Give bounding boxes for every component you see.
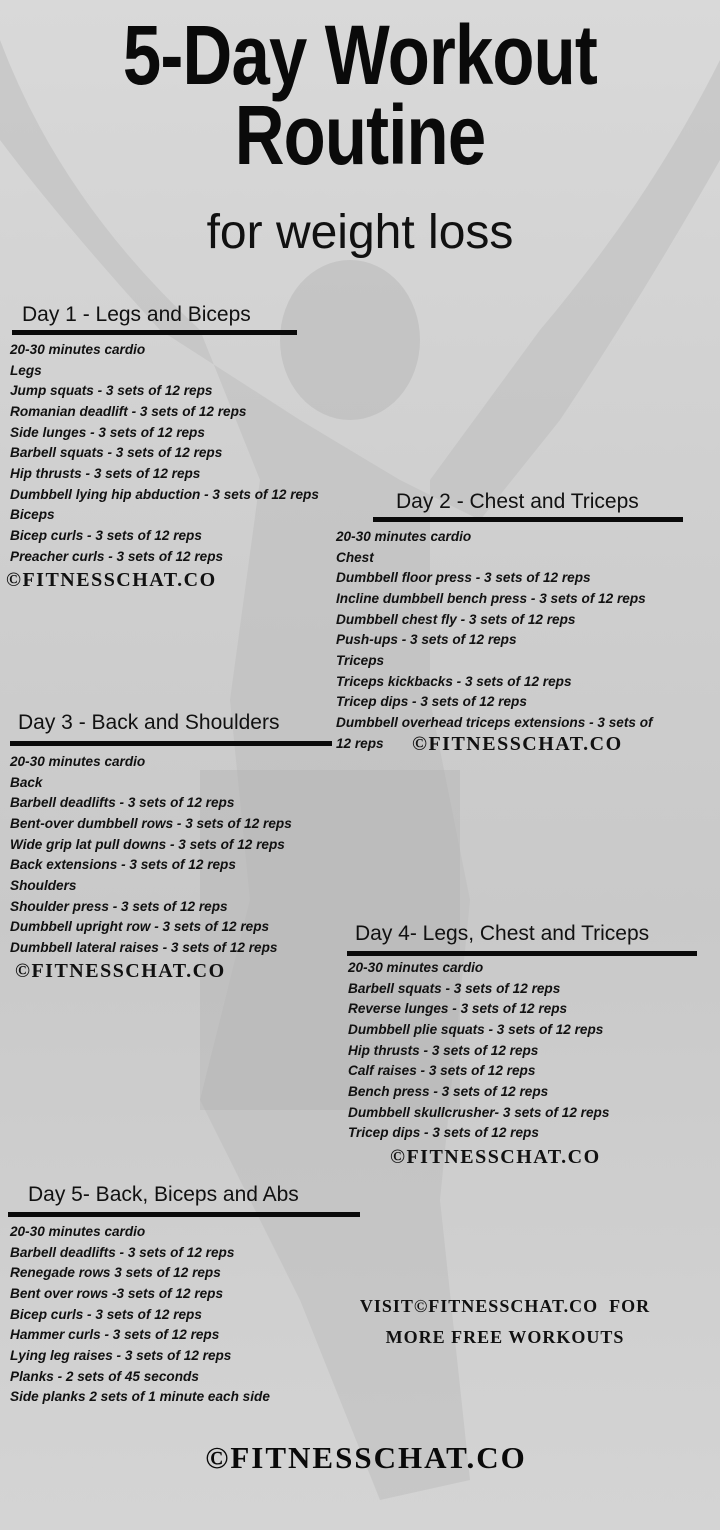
list-item: Biceps bbox=[10, 507, 55, 523]
visit-callout: VISIT©FITNESSCHAT.CO FOR MORE FREE WORKO… bbox=[310, 1291, 700, 1353]
list-item: Renegade rows 3 sets of 12 reps bbox=[10, 1265, 221, 1281]
list-item: Dumbbell upright row - 3 sets of 12 reps bbox=[10, 919, 270, 935]
title-line-2: Routine bbox=[234, 88, 486, 182]
day-4-heading: Day 4- Legs, Chest and Triceps bbox=[355, 922, 650, 945]
list-item: Bench press - 3 sets of 12 reps bbox=[348, 1083, 549, 1099]
list-item: 12 reps bbox=[336, 735, 384, 751]
list-item: Dumbbell plie squats - 3 sets of 12 reps bbox=[348, 1021, 604, 1037]
list-item: Back bbox=[10, 774, 43, 790]
list-item: Hip thrusts - 3 sets of 12 reps bbox=[348, 1042, 539, 1058]
list-item: Side planks 2 sets of 1 minute each side bbox=[10, 1389, 270, 1405]
footer-watermark: ©FITNESSCHAT.CO bbox=[205, 1440, 527, 1475]
list-item: Dumbbell chest fly - 3 sets of 12 reps bbox=[336, 611, 576, 627]
list-item: Bicep curls - 3 sets of 12 reps bbox=[10, 1306, 202, 1322]
list-item: Calf raises - 3 sets of 12 reps bbox=[348, 1063, 536, 1079]
list-item: Bent-over dumbbell rows - 3 sets of 12 r… bbox=[10, 815, 292, 831]
list-item: Legs bbox=[10, 362, 42, 378]
list-item: Barbell squats - 3 sets of 12 reps bbox=[348, 980, 561, 996]
list-item: Shoulders bbox=[10, 877, 77, 893]
list-item: Planks - 2 sets of 45 seconds bbox=[10, 1368, 199, 1384]
list-item: Jump squats - 3 sets of 12 reps bbox=[10, 383, 213, 399]
visit-line-1: VISIT©FITNESSCHAT.CO FOR bbox=[359, 1296, 651, 1316]
list-item: Tricep dips - 3 sets of 12 reps bbox=[348, 1125, 539, 1141]
list-item: Dumbbell overhead triceps extensions - 3… bbox=[336, 714, 653, 730]
list-item: Incline dumbbell bench press - 3 sets of… bbox=[336, 590, 646, 606]
day-4-list: 20-30 minutes cardio Barbell squats - 3 s… bbox=[348, 958, 609, 1144]
list-item: Dumbbell lateral raises - 3 sets of 12 r… bbox=[10, 939, 278, 955]
day-2-heading: Day 2 - Chest and Triceps bbox=[396, 490, 639, 513]
title-line-1: 5-Day Workout bbox=[122, 8, 598, 102]
heading-underline bbox=[10, 741, 332, 746]
watermark: ©FITNESSCHAT.CO bbox=[6, 569, 217, 591]
list-item: Barbell squats - 3 sets of 12 reps bbox=[10, 445, 223, 461]
list-item: 20-30 minutes cardio bbox=[348, 960, 484, 975]
watermark: ©FITNESSCHAT.CO bbox=[412, 733, 623, 755]
heading-underline bbox=[8, 1212, 360, 1217]
day-5-list: 20-30 minutes cardio Barbell deadlifts - … bbox=[10, 1222, 270, 1408]
list-item: Hip thrusts - 3 sets of 12 reps bbox=[10, 465, 201, 481]
list-item: Bicep curls - 3 sets of 12 reps bbox=[10, 527, 202, 543]
list-item: Hammer curls - 3 sets of 12 reps bbox=[10, 1327, 220, 1343]
heading-underline bbox=[347, 951, 697, 956]
day-5-heading: Day 5- Back, Biceps and Abs bbox=[28, 1183, 299, 1206]
list-item: Side lunges - 3 sets of 12 reps bbox=[10, 424, 205, 440]
list-item: Triceps bbox=[336, 652, 385, 668]
list-item: Dumbbell skullcrusher- 3 sets of 12 reps bbox=[348, 1104, 610, 1120]
day-1-list: 20-30 minutes cardio Legs Jump squats - 3 … bbox=[10, 340, 319, 567]
day-3-heading: Day 3 - Back and Shoulders bbox=[18, 711, 280, 734]
list-item: 20-30 minutes cardio bbox=[10, 342, 146, 357]
list-item: 20-30 minutes cardio bbox=[10, 1224, 146, 1239]
list-item: Barbell deadlifts - 3 sets of 12 reps bbox=[10, 1244, 235, 1260]
list-item: Chest bbox=[336, 549, 374, 565]
list-item: Back extensions - 3 sets of 12 reps bbox=[10, 857, 236, 873]
list-item: Preacher curls - 3 sets of 12 reps bbox=[10, 548, 224, 564]
watermark: ©FITNESSCHAT.CO bbox=[390, 1146, 601, 1168]
day-3-list: 20-30 minutes cardio Back Barbell deadlift… bbox=[10, 752, 292, 959]
list-item: Wide grip lat pull downs - 3 sets of 12 … bbox=[10, 836, 285, 852]
day-1-heading: Day 1 - Legs and Biceps bbox=[22, 303, 251, 326]
subtitle: for weight loss bbox=[206, 206, 514, 259]
heading-underline bbox=[373, 517, 683, 522]
list-item: 20-30 minutes cardio bbox=[10, 754, 146, 769]
list-item: Barbell deadlifts - 3 sets of 12 reps bbox=[10, 795, 235, 811]
list-item: Tricep dips - 3 sets of 12 reps bbox=[336, 694, 527, 710]
list-item: Lying leg raises - 3 sets of 12 reps bbox=[10, 1347, 232, 1363]
day-2-list: 20-30 minutes cardio Chest Dumbbell floor … bbox=[336, 527, 653, 754]
list-item: Romanian deadlift - 3 sets of 12 reps bbox=[10, 403, 247, 419]
list-item: Triceps kickbacks - 3 sets of 12 reps bbox=[336, 673, 572, 689]
list-item: Reverse lunges - 3 sets of 12 reps bbox=[348, 1001, 568, 1017]
list-item: Push-ups - 3 sets of 12 reps bbox=[336, 632, 517, 648]
heading-underline bbox=[12, 330, 297, 335]
list-item: Dumbbell floor press - 3 sets of 12 reps bbox=[336, 570, 591, 586]
list-item: 20-30 minutes cardio bbox=[336, 529, 472, 544]
watermark: ©FITNESSCHAT.CO bbox=[15, 960, 226, 982]
list-item: Shoulder press - 3 sets of 12 reps bbox=[10, 898, 228, 914]
list-item: Dumbbell lying hip abduction - 3 sets of… bbox=[10, 486, 319, 502]
list-item: Bent over rows -3 sets of 12 reps bbox=[10, 1285, 224, 1301]
visit-line-2: MORE FREE WORKOUTS bbox=[385, 1327, 625, 1347]
